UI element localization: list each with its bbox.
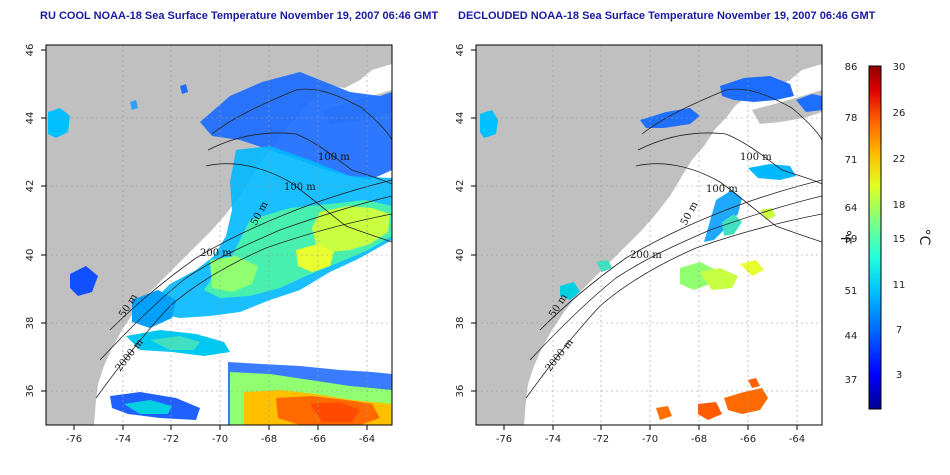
c-tick: 11 — [893, 280, 906, 291]
c-tick: 18 — [893, 200, 906, 211]
right-tick-marks — [471, 49, 798, 430]
right-lat-tick: 44 — [455, 112, 466, 125]
left-lat-tick: 46 — [25, 44, 36, 57]
left-lon-tick: -72 — [163, 434, 179, 445]
right-isobath-lines — [525, 88, 822, 399]
f-tick: 37 — [845, 375, 858, 386]
right-lat-tick: 40 — [455, 249, 466, 262]
left-label-200m: 200 m — [200, 248, 232, 259]
left-tick-marks — [41, 49, 368, 430]
left-map-panel: 100 m 100 m 50 m 200 m 50 m 2000 m — [25, 44, 393, 445]
left-lat-tick: 36 — [25, 385, 36, 398]
left-lon-tick: -66 — [310, 434, 326, 445]
right-label-100m-a: 100 m — [740, 152, 772, 163]
colorbar-gradient — [868, 65, 882, 410]
f-tick: 44 — [845, 331, 858, 342]
f-tick: 64 — [845, 203, 858, 214]
right-lat-tick: 46 — [455, 44, 466, 57]
right-lat-tick-labels: 46 44 42 40 38 36 — [455, 44, 466, 398]
left-isobath-lines — [95, 88, 392, 399]
left-lon-tick: -70 — [212, 434, 228, 445]
colorbar-celsius-label: °C — [916, 229, 932, 246]
left-lon-tick-labels: -76 -74 -72 -70 -68 -66 -64 — [66, 434, 375, 445]
right-lat-tick: 38 — [455, 317, 466, 330]
f-tick: 71 — [845, 155, 858, 166]
left-label-100m-b: 100 m — [284, 182, 316, 193]
colorbar-celsius-ticks: 30 26 22 18 15 11 7 3 — [893, 62, 906, 381]
c-tick: 3 — [896, 370, 902, 381]
right-land-coastline — [476, 45, 822, 425]
right-lon-tick-labels: -76 -74 -72 -70 -68 -66 -64 — [496, 434, 805, 445]
left-map-title: RU COOL NOAA-18 Sea Surface Temperature … — [40, 10, 439, 22]
right-map-title: DECLOUDED NOAA-18 Sea Surface Temperatur… — [458, 10, 876, 22]
left-map-frame — [45, 44, 393, 426]
right-map-frame — [475, 44, 823, 426]
c-tick: 22 — [893, 154, 906, 165]
colorbar: 86 78 71 64 59 51 44 37 30 26 22 18 15 1… — [837, 62, 932, 410]
left-lon-tick: -76 — [66, 434, 82, 445]
left-lat-tick: 38 — [25, 317, 36, 330]
colorbar-fahrenheit-ticks: 86 78 71 64 59 51 44 37 — [845, 62, 858, 386]
right-lon-tick: -68 — [691, 434, 707, 445]
right-lon-tick: -70 — [642, 434, 658, 445]
left-lat-tick: 42 — [25, 180, 36, 193]
right-lon-tick: -64 — [789, 434, 805, 445]
right-sst-field — [480, 76, 822, 420]
c-tick: 7 — [896, 325, 902, 336]
c-tick: 15 — [893, 234, 906, 245]
left-label-100m-a: 100 m — [318, 152, 350, 163]
right-lat-tick: 36 — [455, 385, 466, 398]
left-lon-tick: -74 — [115, 434, 131, 445]
f-tick: 51 — [845, 286, 858, 297]
f-tick: 86 — [845, 62, 858, 73]
right-map-panel: 100 m 100 m 50 m 200 m 50 m 2000 m — [455, 44, 823, 445]
left-land-coastline — [46, 45, 392, 425]
right-grid — [476, 45, 822, 425]
c-tick: 30 — [893, 62, 906, 73]
left-lon-tick: -68 — [261, 434, 277, 445]
right-lon-tick: -76 — [496, 434, 512, 445]
colorbar-fahrenheit-label: °F — [837, 229, 853, 244]
f-tick: 78 — [845, 113, 858, 124]
c-tick: 26 — [893, 108, 906, 119]
right-lon-tick: -72 — [593, 434, 609, 445]
left-grid — [46, 45, 392, 425]
right-lat-tick: 42 — [455, 180, 466, 193]
right-lon-tick: -66 — [740, 434, 756, 445]
left-lon-tick: -64 — [359, 434, 375, 445]
left-lat-tick-labels: 46 44 42 40 38 36 — [25, 44, 36, 398]
f-tick: 59 — [845, 234, 858, 245]
right-lon-tick: -74 — [545, 434, 561, 445]
right-label-200m: 200 m — [630, 250, 662, 261]
right-label-100m-b: 100 m — [706, 184, 738, 195]
left-lat-tick: 44 — [25, 112, 36, 125]
left-lat-tick: 40 — [25, 249, 36, 262]
